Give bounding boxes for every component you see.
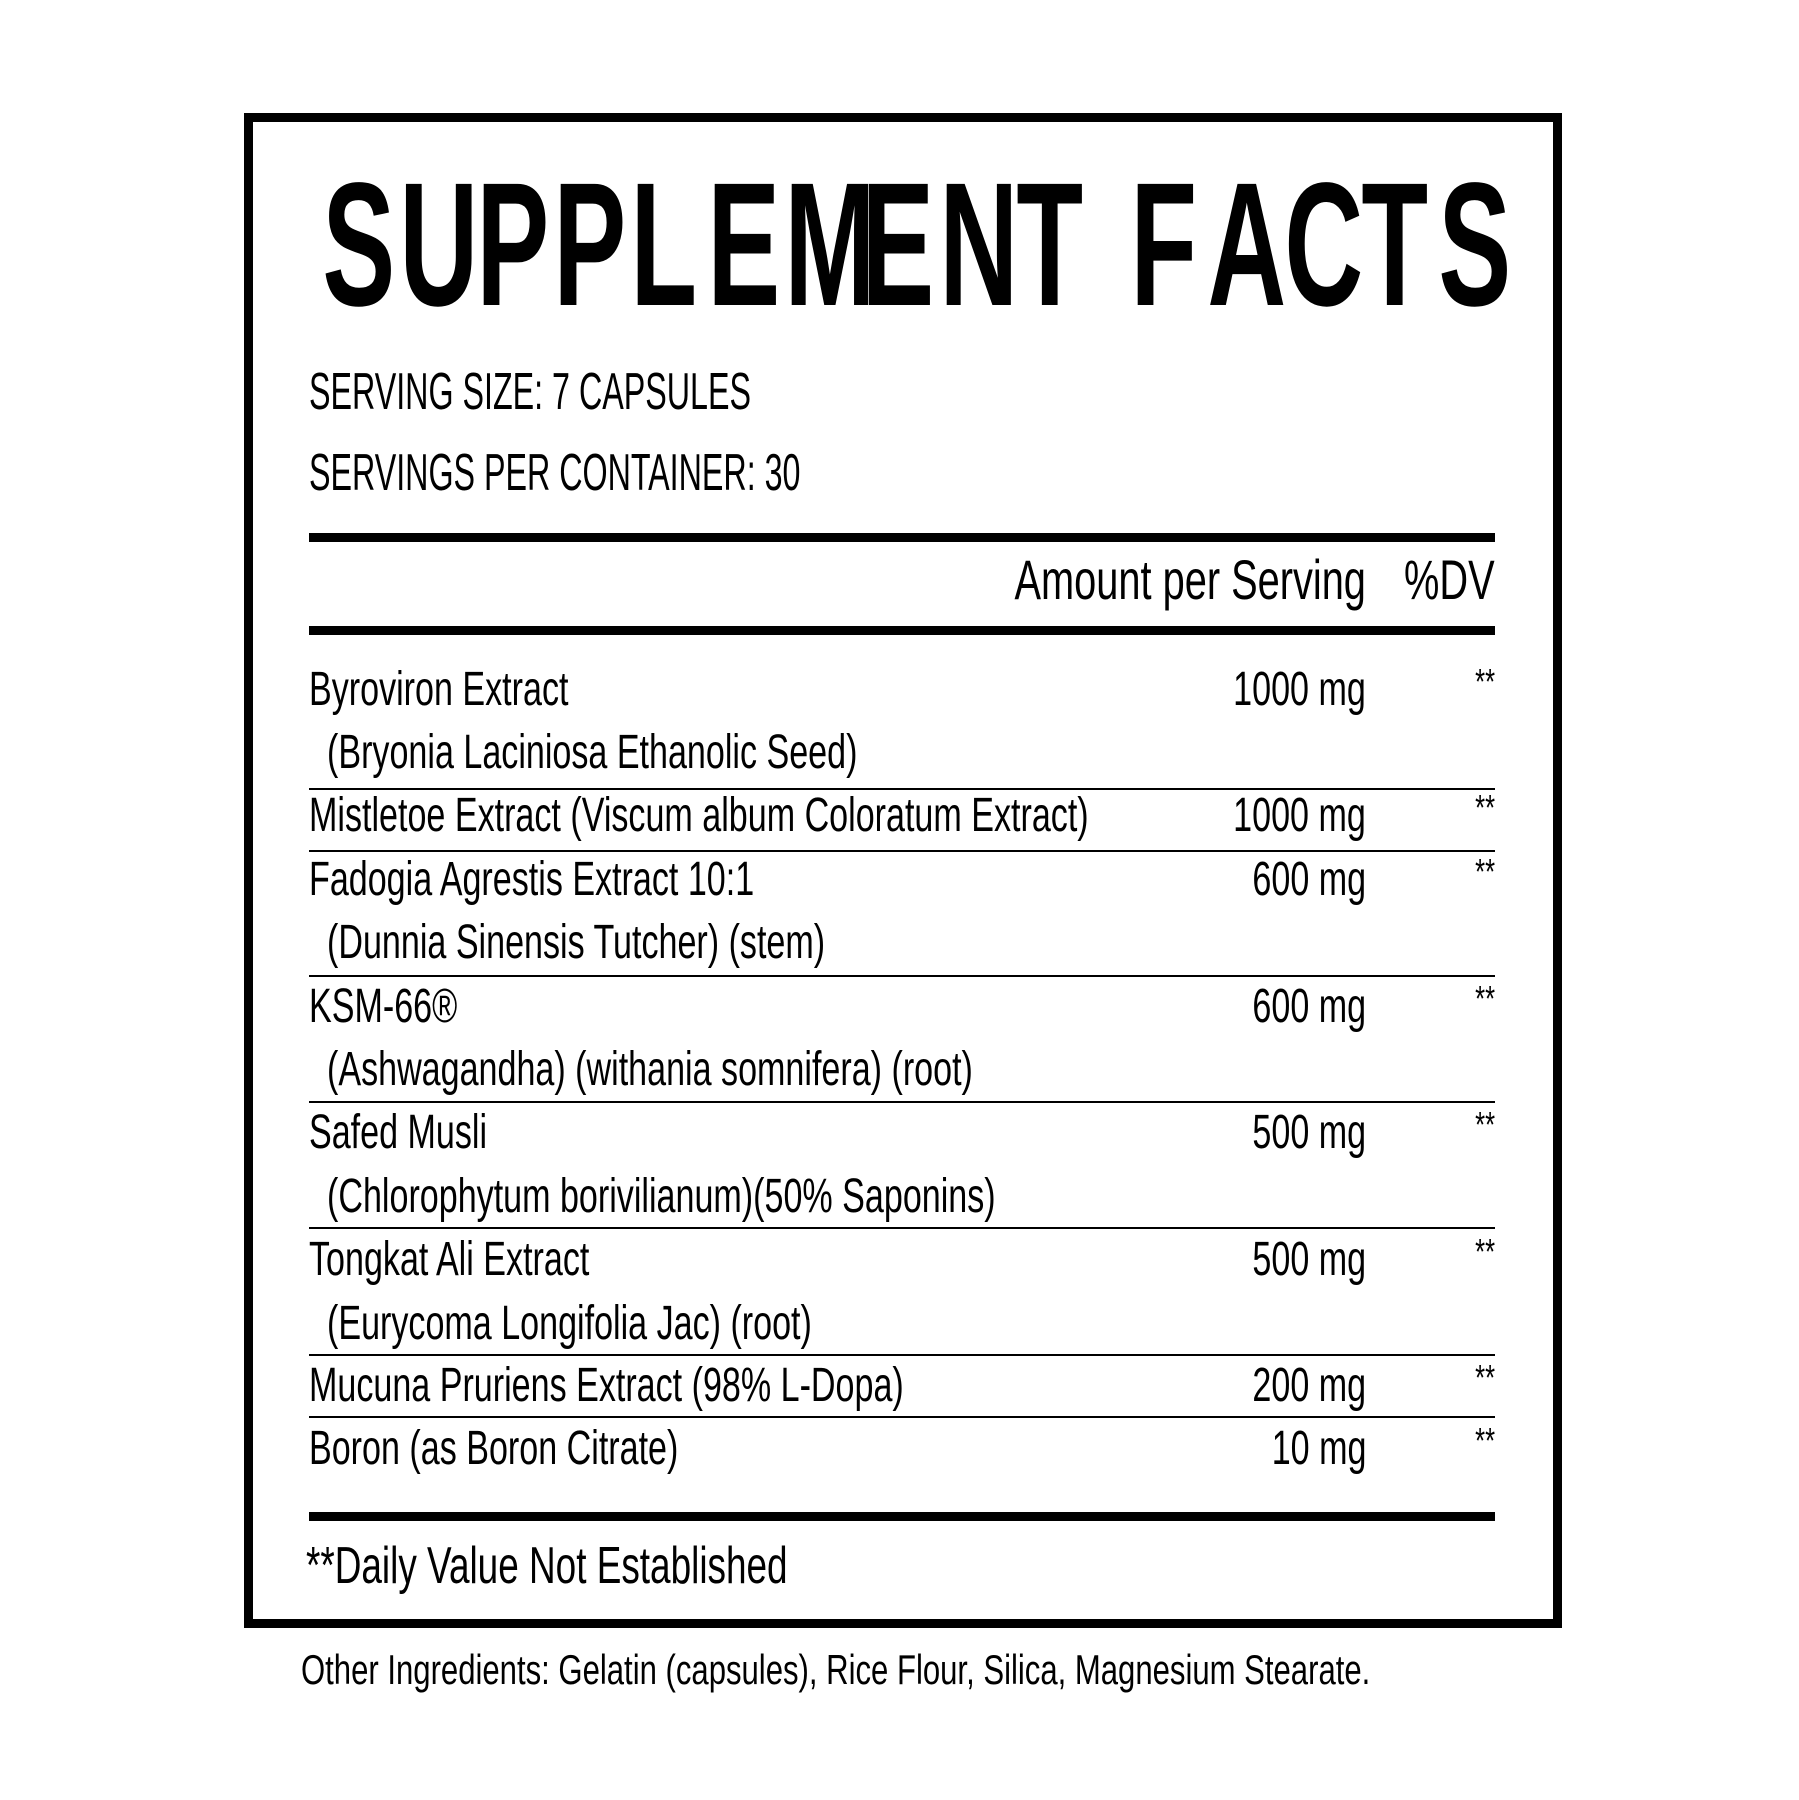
row-divider <box>309 1101 1495 1103</box>
supplement-facts-panel <box>244 113 1562 1628</box>
ingredient-amount: 500 mg <box>1252 1106 1366 1159</box>
ingredient-detail: (Eurycoma Longifolia Jac) (root) <box>327 1297 812 1350</box>
divider <box>309 533 1495 542</box>
row-divider <box>309 975 1495 977</box>
title-letter: P <box>476 147 550 343</box>
row-divider <box>309 788 1495 790</box>
divider <box>309 626 1495 635</box>
ingredient-name: Byroviron Extract <box>309 663 569 716</box>
amount-header: Amount per Serving <box>1014 548 1366 611</box>
ingredient-amount: 600 mg <box>1252 980 1366 1033</box>
title-letter: E <box>861 147 935 343</box>
title-letter: P <box>553 147 627 343</box>
title-letter: N <box>938 147 1018 343</box>
ingredient-detail: (Chlorophytum borivilianum)(50% Saponins… <box>327 1170 996 1223</box>
ingredient-name: Mucuna Pruriens Extract (98% L-Dopa) <box>309 1359 904 1412</box>
serving-size: SERVING SIZE: 7 CAPSULES <box>309 363 751 421</box>
footnote: **Daily Value Not Established <box>306 1537 788 1595</box>
ingredient-detail: (Dunnia Sinensis Tutcher) (stem) <box>327 916 826 969</box>
title-letter: S <box>322 147 396 343</box>
ingredient-name: KSM-66® <box>309 980 458 1033</box>
ingredient-dv: ** <box>1475 1357 1495 1398</box>
ingredient-name: Boron (as Boron Citrate) <box>309 1422 679 1475</box>
other-ingredients: Other Ingredients: Gelatin (capsules), R… <box>301 1646 1371 1693</box>
title-letter: F <box>1130 147 1197 343</box>
title-letter: L <box>630 147 698 343</box>
ingredient-dv: ** <box>1475 1104 1495 1145</box>
row-divider <box>309 1354 1495 1356</box>
ingredient-dv: ** <box>1475 787 1495 828</box>
title-letter <box>1085 170 1097 320</box>
title-letter: M <box>784 147 876 343</box>
row-divider <box>309 1227 1495 1229</box>
title-letter: T <box>1361 147 1428 343</box>
ingredient-dv: ** <box>1475 978 1495 1019</box>
ingredient-amount: 1000 mg <box>1233 789 1366 842</box>
ingredient-detail: (Ashwagandha) (withania somnifera) (root… <box>327 1043 973 1096</box>
ingredient-dv: ** <box>1475 661 1495 702</box>
ingredient-name: Mistletoe Extract (Viscum album Coloratu… <box>309 789 1089 842</box>
servings-per-container: SERVINGS PER CONTAINER: 30 <box>309 444 801 502</box>
title-letter: E <box>707 147 781 343</box>
ingredient-dv: ** <box>1475 1231 1495 1272</box>
ingredient-detail: (Bryonia Laciniosa Ethanolic Seed) <box>327 726 858 779</box>
title-letter: U <box>399 147 479 343</box>
ingredient-dv: ** <box>1475 851 1495 892</box>
ingredient-amount: 1000 mg <box>1233 663 1366 716</box>
dv-header: %DV <box>1404 548 1495 611</box>
ingredient-dv: ** <box>1475 1420 1495 1461</box>
title-letter: C <box>1284 147 1364 343</box>
row-divider <box>309 850 1495 852</box>
ingredient-name: Safed Musli <box>309 1106 488 1159</box>
row-divider <box>309 1416 1495 1418</box>
ingredient-amount: 200 mg <box>1252 1359 1366 1412</box>
title-letter: T <box>1015 147 1083 343</box>
ingredient-name: Tongkat Ali Extract <box>309 1233 590 1286</box>
divider <box>309 1512 1495 1521</box>
title-letter: A <box>1207 147 1286 343</box>
ingredient-name: Fadogia Agrestis Extract 10:1 <box>309 853 755 906</box>
ingredient-amount: 10 mg <box>1271 1422 1366 1475</box>
title-letter: S <box>1438 147 1512 343</box>
ingredient-amount: 500 mg <box>1252 1233 1366 1286</box>
ingredient-amount: 600 mg <box>1252 853 1366 906</box>
